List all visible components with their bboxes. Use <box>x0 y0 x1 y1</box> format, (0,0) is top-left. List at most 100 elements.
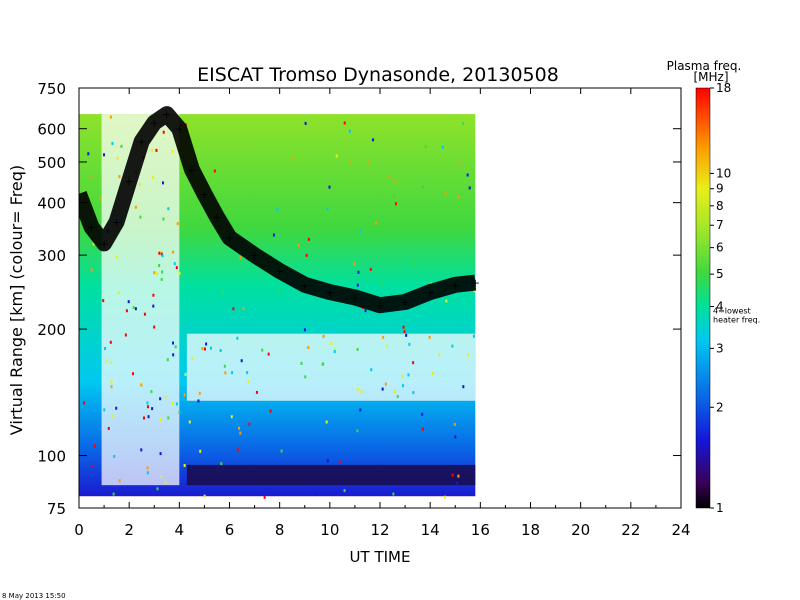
echo-speckle <box>236 336 239 340</box>
echo-speckle <box>125 309 128 313</box>
echo-speckle <box>412 361 415 365</box>
echo-speckle <box>297 243 300 247</box>
echo-speckle <box>364 309 367 313</box>
echo-speckle <box>147 415 150 419</box>
trace-point: + <box>350 291 359 304</box>
colorbar-tick-label: 6 <box>716 241 724 255</box>
echo-speckle <box>408 342 411 346</box>
x-tick-label: 20 <box>571 521 590 539</box>
echo-speckle <box>222 291 225 295</box>
colorbar-unit: [MHz] <box>693 70 728 84</box>
echo-speckle <box>431 217 434 221</box>
y-axis-label: Virtual Range [km] (colour= Freq) <box>7 165 26 435</box>
echo-speckle <box>102 299 105 303</box>
y-tick-label: 300 <box>37 247 66 265</box>
echo-speckle <box>359 408 362 412</box>
echo-speckle <box>151 148 154 152</box>
echo-speckle <box>107 426 110 430</box>
echo-speckle <box>113 454 116 458</box>
echo-speckle <box>116 156 119 160</box>
echo-speckle <box>231 371 234 375</box>
colorbar-tick-label: 3 <box>716 341 724 355</box>
echo-speckle <box>152 293 155 297</box>
x-tick-label: 14 <box>421 521 440 539</box>
echo-speckle <box>90 268 93 272</box>
echo-speckle <box>159 452 162 456</box>
trace-point: + <box>187 163 196 176</box>
echo-speckle <box>276 208 279 212</box>
echo-speckle <box>110 380 113 384</box>
echo-speckle <box>278 290 281 294</box>
x-axis: 0 2 4 6 8 10 12 14 16 18 20 22 24 <box>74 88 691 539</box>
echo-speckle <box>87 152 90 156</box>
trace-point: + <box>162 108 171 121</box>
noise-band <box>101 114 180 486</box>
echo-speckle <box>428 335 431 339</box>
echo-speckle <box>160 277 163 281</box>
echo-speckle <box>307 237 310 241</box>
echo-speckle <box>155 148 158 152</box>
echo-speckle <box>300 361 303 365</box>
colorbar-tick-label: 7 <box>716 218 724 232</box>
echo-speckle <box>453 422 456 426</box>
echo-speckle <box>139 183 142 187</box>
echo-speckle <box>356 387 359 391</box>
echo-speckle <box>178 271 181 275</box>
echo-speckle <box>134 307 137 311</box>
y-tick-label: 500 <box>37 154 66 172</box>
echo-speckle <box>210 346 213 350</box>
echo-speckle <box>431 372 434 376</box>
echo-speckle <box>110 360 113 364</box>
echo-speckle <box>438 353 441 357</box>
x-tick-label: 16 <box>471 521 490 539</box>
echo-speckle <box>267 352 270 356</box>
x-tick-label: 6 <box>225 521 235 539</box>
trace-point: + <box>87 221 96 234</box>
trace-point: + <box>400 296 409 309</box>
echo-speckle <box>118 175 121 179</box>
echo-speckle <box>175 266 178 270</box>
echo-speckle <box>118 479 121 483</box>
echo-speckle <box>116 255 119 259</box>
echo-speckle <box>224 371 227 375</box>
echo-speckle <box>357 270 360 274</box>
echo-speckle <box>197 399 200 403</box>
echo-speckle <box>240 359 243 363</box>
echo-speckle <box>139 215 142 219</box>
echo-speckle <box>146 466 149 470</box>
echo-speckle <box>132 306 135 310</box>
echo-speckle <box>401 374 404 378</box>
echo-speckle <box>109 115 112 119</box>
echo-speckle <box>343 489 346 493</box>
echo-speckle <box>162 217 165 221</box>
echo-speckle <box>343 121 346 125</box>
echo-speckle <box>191 356 194 360</box>
echo-speckle <box>247 380 250 384</box>
echo-speckle <box>158 264 161 268</box>
echo-speckle <box>403 330 406 334</box>
echo-speckle <box>333 350 336 354</box>
trace-point: + <box>471 277 480 290</box>
y-tick-label: 100 <box>37 448 66 466</box>
echo-speckle <box>164 481 167 485</box>
colorbar-tick-label: 9 <box>716 182 724 196</box>
echo-speckle <box>105 359 108 363</box>
echo-speckle <box>402 325 405 329</box>
echo-speckle <box>112 492 115 496</box>
x-tick-label: 18 <box>521 521 540 539</box>
echo-speckle <box>382 335 385 339</box>
x-axis-label: UT TIME <box>350 548 411 566</box>
echo-speckle <box>330 329 333 333</box>
echo-speckle <box>146 471 149 475</box>
echo-speckle <box>124 333 127 337</box>
x-tick-label: 0 <box>74 521 84 539</box>
colorbar-tick-label: 2 <box>716 400 724 414</box>
echo-speckle <box>109 340 112 344</box>
echo-speckle <box>456 481 459 485</box>
echo-speckle <box>349 160 352 164</box>
echo-speckle <box>380 282 383 286</box>
echo-speckle <box>405 333 408 337</box>
echo-speckle <box>444 192 447 196</box>
colorbar-tick-label: 8 <box>716 199 724 213</box>
